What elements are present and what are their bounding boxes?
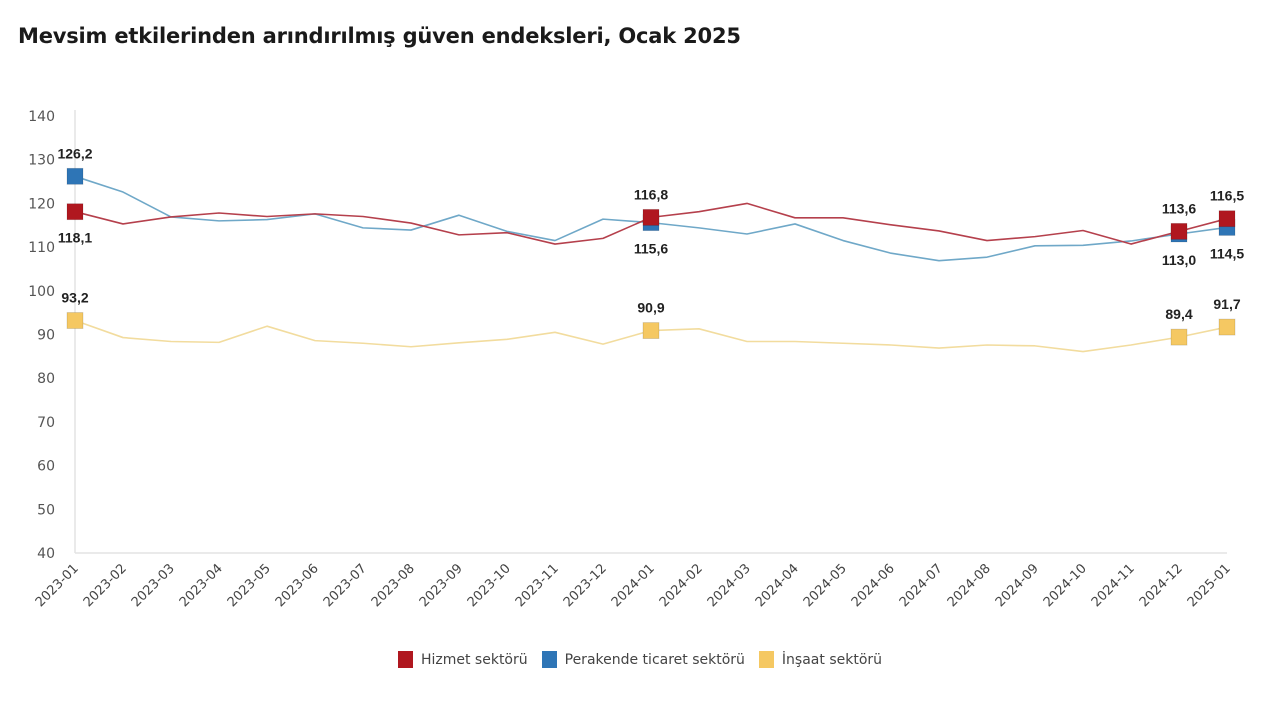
y-tick-label: 80	[37, 371, 55, 387]
chart-title: Mevsim etkilerinden arındırılmış güven e…	[18, 24, 741, 48]
data-label: 126,2	[57, 145, 92, 161]
y-tick-label: 70	[37, 415, 55, 431]
x-tick-label: 2023-12	[561, 561, 610, 610]
x-tick-label: 2024-09	[993, 561, 1042, 610]
data-marker	[66, 312, 84, 329]
data-marker	[642, 322, 660, 339]
x-tick-label: 2023-01	[33, 561, 82, 610]
y-tick-label: 40	[37, 546, 55, 562]
y-tick-label: 110	[28, 240, 55, 256]
x-tick-label: 2024-11	[1089, 561, 1138, 610]
x-tick-label: 2024-08	[945, 561, 994, 610]
data-marker	[66, 167, 84, 185]
data-label: 116,5	[1210, 188, 1244, 204]
legend-swatch	[541, 651, 557, 668]
x-tick-label: 2023-09	[417, 561, 466, 610]
x-tick-label: 2023-08	[369, 561, 418, 610]
y-tick-label: 120	[28, 196, 55, 212]
x-tick-label: 2023-11	[513, 561, 562, 610]
x-tick-label: 2023-10	[465, 561, 514, 610]
data-marker	[1170, 328, 1188, 346]
x-tick-label: 2024-07	[897, 561, 946, 610]
x-tick-label: 2025-01	[1185, 561, 1234, 610]
data-marker	[1218, 210, 1236, 228]
data-label: 115,6	[634, 241, 668, 257]
data-label: 113,0	[1162, 252, 1196, 268]
y-tick-label: 90	[37, 328, 55, 344]
x-tick-label: 2024-12	[1137, 561, 1186, 610]
x-tick-label: 2023-03	[129, 561, 178, 610]
data-label: 118,1	[58, 230, 92, 246]
data-marker	[1218, 318, 1236, 336]
data-labels: 118,1 116,8 113,6 116,5 126,2 115,6 113,0 114,5…	[57, 145, 1244, 322]
x-tick-label: 2023-06	[273, 561, 322, 610]
y-tick-label: 140	[28, 109, 55, 125]
legend-item: İnşaat sektörü	[758, 651, 883, 668]
data-label: 89,4	[1165, 306, 1192, 322]
data-label: 116,8	[634, 186, 668, 202]
x-tick-label: 2023-07	[321, 561, 370, 610]
data-marker	[642, 208, 660, 226]
y-tick-label: 60	[37, 459, 55, 475]
legend-label: İnşaat sektörü	[781, 651, 883, 668]
x-tick-label: 2023-02	[81, 561, 130, 610]
x-tick-label: 2023-04	[177, 561, 226, 610]
x-tick-label: 2024-03	[705, 561, 754, 610]
y-tick-label: 100	[28, 284, 55, 300]
legend-swatch	[758, 651, 774, 668]
legend-item: Hizmet sektörü	[397, 651, 528, 668]
x-tick-label: 2024-10	[1041, 561, 1090, 610]
data-label: 93,2	[61, 290, 88, 306]
data-label: 91,7	[1213, 296, 1240, 312]
legend: Hizmet sektörü Perakende ticaret sektörü İ…	[0, 651, 1280, 668]
data-label: 90,9	[637, 300, 664, 316]
data-label: 113,6	[1162, 200, 1196, 216]
y-tick-label: 50	[37, 502, 55, 518]
legend-label: Perakende ticaret sektörü	[564, 651, 745, 668]
data-label: 114,5	[1210, 245, 1244, 261]
x-tick-label: 2024-05	[801, 561, 850, 610]
series-markers	[66, 167, 1236, 346]
x-tick-label: 2024-01	[609, 561, 658, 610]
legend-label: Hizmet sektörü	[420, 651, 528, 668]
data-marker	[1170, 222, 1188, 240]
y-tick-label: 130	[28, 153, 55, 169]
x-tick-label: 2024-02	[657, 561, 706, 610]
x-tick-label: 2023-05	[225, 561, 274, 610]
legend-swatch	[397, 651, 413, 668]
legend-item: Perakende ticaret sektörü	[541, 651, 745, 668]
x-tick-label: 2024-04	[753, 561, 802, 610]
x-tick-label: 2024-06	[849, 561, 898, 610]
axes: 4050607080901001101201301402023-012023-0…	[28, 109, 1234, 610]
data-marker	[66, 203, 84, 221]
